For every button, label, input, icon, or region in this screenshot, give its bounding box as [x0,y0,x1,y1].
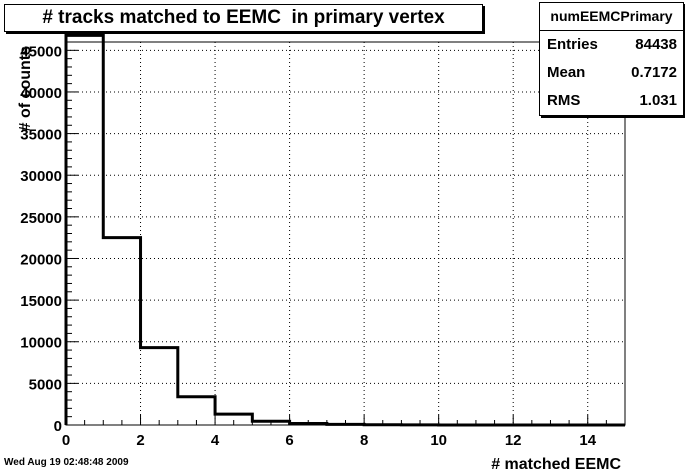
y-tick-label: 35000 [20,127,62,144]
histogram-bin [178,397,215,425]
stats-box: numEEMCPrimary Entries 84438 Mean 0.7172… [539,2,684,116]
y-tick-label: 30000 [20,168,62,185]
y-tick-label: 40000 [20,85,62,102]
y-tick-label: 25000 [20,210,62,227]
histogram-bin [66,35,103,425]
y-tick-label: 20000 [20,251,62,268]
stats-value: 1.031 [639,92,677,109]
y-tick-label: 45000 [20,43,62,60]
x-axis-title: # matched EEMC [491,456,621,473]
stats-histogram-name: numEEMCPrimary [540,3,683,31]
stats-row-mean: Mean 0.7172 [540,59,683,87]
histogram-outline [64,33,625,427]
histogram-bin [252,421,289,425]
histogram-bin [103,238,140,425]
chart-title: # tracks matched to EEMC in primary vert… [4,4,483,32]
y-tick-label: 5000 [29,376,62,393]
x-tick-label: 8 [360,432,368,449]
x-tick-label: 0 [62,432,70,449]
y-tick-label: 15000 [20,293,62,310]
histogram-bin [141,348,178,425]
x-tick-label: 2 [136,432,144,449]
x-tick-label: 14 [579,432,596,449]
stats-row-entries: Entries 84438 [540,31,683,59]
stats-key: Mean [547,64,586,81]
x-tick-label: 4 [211,432,220,449]
y-tick-label: 0 [54,418,62,435]
stats-row-rms: RMS 1.031 [540,87,683,115]
x-tick-label: 12 [505,432,522,449]
histogram-bin [215,414,252,425]
y-axis-title: # of counts [17,46,34,131]
stats-key: Entries [547,36,598,53]
stats-key: RMS [547,92,581,109]
histogram-bin [290,424,327,425]
timestamp: Wed Aug 19 02:48:48 2009 [4,457,129,468]
histogram-bin [327,424,364,425]
x-tick-label: 6 [285,432,293,449]
stats-value: 0.7172 [631,64,677,81]
y-tick-label: 10000 [20,335,62,352]
stats-value: 84438 [635,36,677,53]
x-tick-label: 10 [430,432,447,449]
